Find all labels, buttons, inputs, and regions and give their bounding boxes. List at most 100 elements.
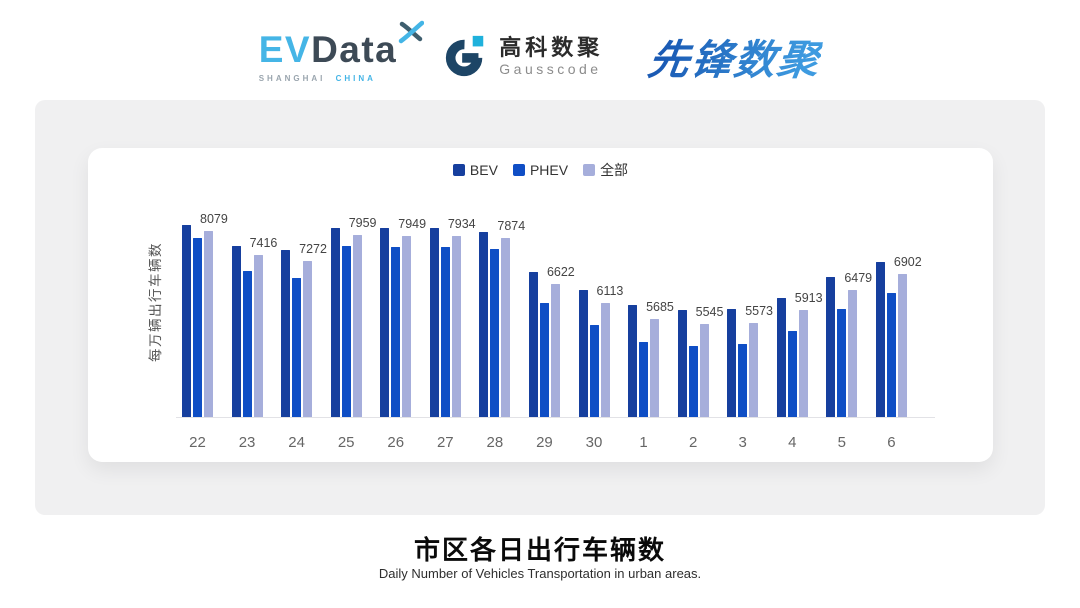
data-label-29: 6622 [546, 265, 575, 279]
x-tick-29: 29 [536, 434, 553, 451]
bar-all-22 [204, 231, 213, 417]
bar-bev-29 [528, 272, 538, 417]
evdata-subtitle: SHANGHAI CHINA [259, 74, 398, 83]
legend-item-bev[interactable]: BEV [452, 162, 498, 178]
chart-panel: BEV PHEV 全部 每万辆出行车辆数 8079 7416 7272 7959 7949 7… [35, 100, 1045, 515]
bar-bev-5 [826, 277, 836, 417]
bar-bev-27 [429, 228, 439, 417]
bar-bev-6 [875, 262, 885, 417]
bar-phev-3 [738, 344, 748, 417]
bar-all-3 [749, 323, 759, 417]
legend-label: 全部 [600, 162, 629, 178]
bar-phev-29 [539, 303, 549, 417]
bar-phev-30 [589, 325, 599, 417]
plot-area: 8079 7416 7272 7959 7949 7934 7874 6622 6113 5685… [176, 180, 935, 418]
bar-group-3: 5573 [727, 180, 773, 417]
bar-phev-2 [688, 346, 698, 417]
gausscode-logo: 高科数聚 Gausscode [443, 33, 603, 79]
bar-all-28 [501, 238, 511, 417]
bar-all-5 [848, 290, 858, 417]
bar-phev-27 [440, 247, 450, 417]
data-label-5: 6479 [844, 271, 873, 285]
legend: BEV PHEV 全部 [88, 162, 993, 178]
bar-group-22: 8079 [182, 180, 228, 417]
evdata-shanghai-text: SHANGHAI [258, 74, 326, 83]
bar-phev-23 [242, 271, 252, 417]
x-tick-24: 24 [288, 434, 305, 451]
legend-item-all[interactable]: 全部 [583, 160, 628, 180]
bar-all-30 [600, 303, 610, 417]
bar-group-25: 7959 [330, 180, 377, 417]
bar-group-28: 7874 [479, 180, 525, 417]
bar-all-4 [798, 310, 808, 417]
data-label-22: 8079 [200, 212, 228, 226]
page-subtitle: Daily Number of Vehicles Transportation … [378, 566, 702, 581]
x-tick-3: 3 [738, 434, 747, 451]
evdata-x-icon [399, 20, 425, 44]
bar-bev-3 [727, 309, 737, 417]
data-label-4: 5913 [794, 291, 823, 305]
x-tick-23: 23 [238, 434, 256, 451]
x-tick-26: 26 [387, 434, 405, 451]
data-label-25: 7959 [348, 216, 377, 230]
gausscode-cn-text: 高科数聚 [499, 35, 604, 61]
bar-phev-1 [639, 342, 649, 417]
evdata-wordmark: EV Data [259, 20, 425, 71]
page-title: 市区各日出行车辆数 [413, 535, 666, 565]
bar-group-26: 7949 [380, 180, 426, 417]
bar-phev-4 [787, 331, 797, 417]
x-tick-1: 1 [639, 434, 648, 451]
x-tick-2: 2 [688, 434, 698, 451]
bar-group-6: 6902 [875, 180, 922, 417]
bar-phev-6 [886, 293, 896, 417]
evdata-logo: EV Data SHANGHAI CHINA [259, 20, 425, 83]
bar-phev-24 [292, 278, 302, 417]
bar-group-4: 5913 [776, 180, 823, 417]
bar-bev-1 [628, 305, 638, 417]
data-label-27: 7934 [447, 217, 476, 231]
data-label-1: 5685 [646, 300, 674, 314]
bar-group-5: 6479 [826, 180, 872, 417]
bar-all-2 [699, 324, 709, 417]
bar-all-23 [253, 255, 263, 417]
bar-bev-2 [677, 310, 687, 417]
bar-all-27 [451, 236, 461, 417]
bar-group-2: 5545 [677, 180, 723, 417]
legend-swatch-icon [512, 164, 525, 176]
bar-phev-25 [341, 246, 351, 417]
x-tick-4: 4 [788, 434, 797, 451]
bar-group-29: 6622 [528, 180, 575, 417]
chart-card: BEV PHEV 全部 每万辆出行车辆数 8079 7416 7272 7959 7949 7… [88, 148, 993, 462]
legend-label: BEV [469, 162, 498, 178]
bar-all-1 [650, 319, 660, 417]
x-tick-30: 30 [585, 434, 603, 451]
bar-bev-23 [231, 246, 241, 417]
data-label-3: 5573 [745, 304, 773, 318]
bar-phev-5 [837, 309, 847, 417]
bar-group-27: 7934 [429, 180, 476, 417]
bar-all-25 [352, 235, 362, 417]
gausscode-en-text: Gausscode [499, 60, 602, 77]
evdata-china-text: CHINA [335, 74, 376, 83]
bar-phev-26 [391, 247, 401, 417]
legend-swatch-icon [452, 164, 465, 176]
evdata-data-text: Data [311, 29, 398, 70]
legend-item-phev[interactable]: PHEV [512, 162, 569, 178]
logo-bar: EV Data SHANGHAI CHINA 高科数聚 Gausscode 先锋数… [0, 20, 1080, 90]
bar-all-24 [303, 261, 313, 417]
bar-all-29 [550, 284, 560, 417]
data-label-23: 7416 [249, 236, 278, 250]
data-label-24: 7272 [299, 242, 327, 256]
bar-bev-25 [330, 228, 340, 417]
data-label-30: 6113 [596, 284, 624, 298]
bar-phev-28 [490, 249, 500, 417]
bar-group-30: 6113 [578, 180, 623, 417]
xianfeng-logo: 先锋数聚 [645, 26, 825, 86]
bar-bev-28 [479, 232, 489, 417]
bar-bev-4 [776, 298, 786, 417]
data-label-2: 5545 [695, 305, 724, 319]
legend-label: PHEV [529, 162, 569, 178]
bar-bev-26 [380, 228, 390, 417]
bar-all-26 [402, 236, 412, 417]
x-axis: 22 23 24 25 26 27 28 29 30 1 2 3 4 5 6 [176, 434, 935, 454]
